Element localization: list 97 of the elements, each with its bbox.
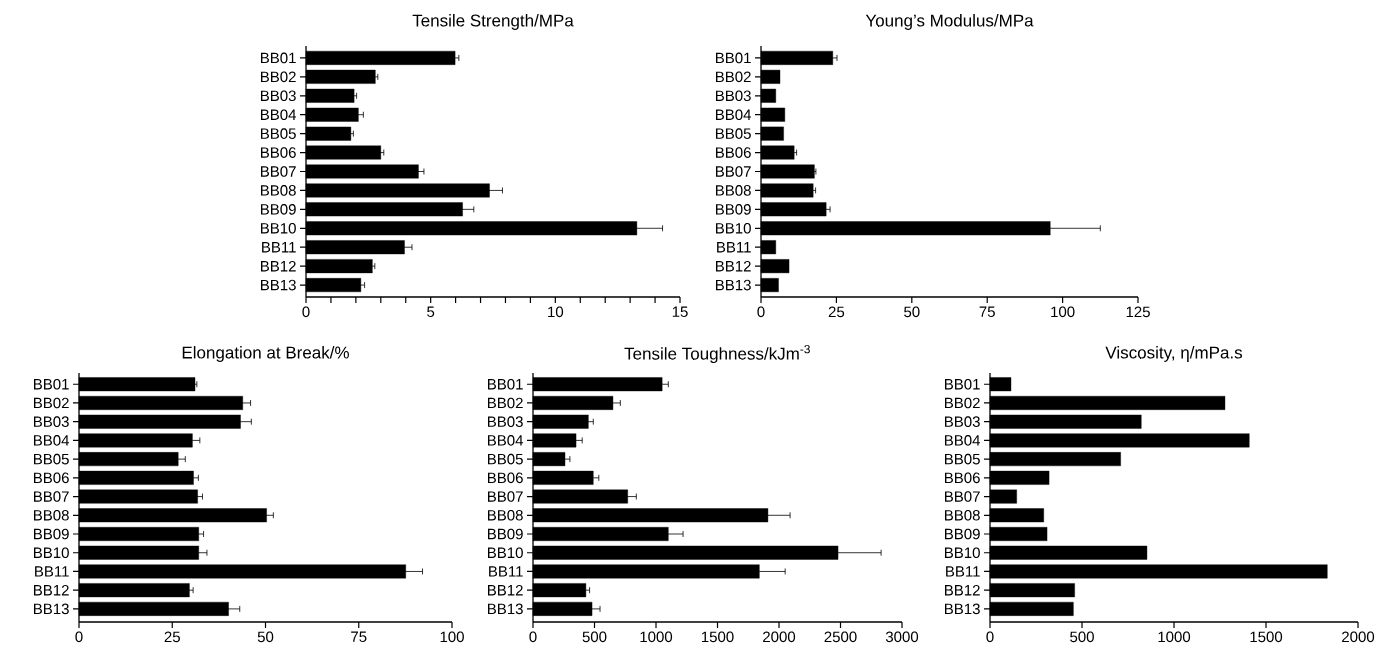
y-tick-label: BB12: [945, 584, 980, 596]
y-tick-label: BB06: [945, 472, 980, 484]
y-tick-label: BB08: [716, 185, 751, 196]
y-tick-label: BB09: [716, 204, 751, 215]
x-tick-label: 2500: [824, 631, 857, 643]
y-tick-label: BB04: [488, 435, 524, 446]
y-tick-label: BB11: [946, 566, 980, 577]
y-tick-label: BB06: [261, 147, 296, 158]
y-tick-label: BB01: [34, 378, 69, 390]
y-tick-label: BB07: [716, 166, 751, 177]
x-tick-label: 25: [164, 631, 180, 643]
x-tick-label: 75: [979, 306, 995, 317]
y-tick-label: BB04: [716, 109, 752, 121]
y-tick-label: BB10: [34, 547, 69, 559]
y-tick-label: BB13: [945, 603, 980, 615]
y-tick-label: BB07: [488, 491, 523, 502]
x-tick-label: 75: [351, 631, 367, 642]
y-tick-label: BB11: [35, 566, 69, 577]
x-tick-label: 0: [75, 631, 83, 643]
y-tick-label: BB06: [488, 472, 523, 484]
x-tick-label: 0: [757, 306, 765, 318]
y-tick-label: BB01: [261, 52, 296, 64]
y-tick-label: BB02: [488, 397, 523, 409]
y-tick-label: BB13: [34, 603, 69, 615]
y-tick-label: BB05: [945, 453, 980, 465]
y-tick-label: BB08: [945, 509, 980, 521]
y-tick-label: BB03: [34, 416, 69, 427]
x-tick-label: 50: [904, 306, 920, 318]
x-tick-label: 1500: [1250, 631, 1283, 643]
y-tick-label: BB04: [261, 109, 297, 121]
y-tick-label: BB07: [261, 166, 296, 177]
x-tick-label: 15: [672, 306, 688, 317]
x-tick-label: 0: [529, 631, 537, 643]
y-tick-label: BB03: [945, 416, 980, 427]
y-tick-label: BB10: [261, 222, 296, 234]
x-tick-label: 100: [440, 631, 464, 643]
y-tick-label: BB10: [945, 547, 980, 559]
y-tick-label: BB06: [716, 147, 751, 158]
x-tick-label: 2000: [1342, 631, 1375, 643]
y-tick-label: BB07: [945, 491, 980, 502]
y-tick-label: BB09: [945, 528, 980, 540]
y-tick-label: BB12: [34, 584, 69, 596]
y-tick-label: BB01: [716, 52, 751, 64]
x-tick-label: 0: [302, 306, 310, 318]
y-tick-label: BB13: [716, 279, 751, 291]
chart-title: Young’s Modulus/MPa: [865, 14, 1034, 30]
y-tick-label: BB03: [261, 90, 296, 102]
x-tick-label: 1000: [640, 631, 673, 643]
chart-title: Tensile Toughness/kJm$^{-3}$: [624, 344, 810, 364]
chart-title: Tensile Strength/MPa: [412, 14, 574, 30]
y-tick-label: BB13: [261, 279, 296, 291]
y-tick-label: BB08: [34, 509, 69, 521]
y-tick-label: BB10: [488, 547, 523, 559]
y-tick-label: BB11: [717, 242, 751, 253]
y-tick-label: BB08: [488, 509, 523, 521]
y-tick-label: BB11: [262, 242, 296, 253]
x-tick-label: 125: [1126, 306, 1150, 318]
x-tick-label: 5: [427, 306, 435, 317]
y-tick-label: BB05: [34, 453, 69, 465]
y-tick-label: BB02: [34, 397, 69, 409]
chart-title: Viscosity, η/mPa.s: [1105, 346, 1243, 362]
y-tick-label: BB08: [261, 185, 296, 196]
y-tick-label: BB12: [716, 260, 751, 272]
x-tick-label: 50: [257, 631, 274, 643]
y-tick-label: BB12: [488, 584, 523, 596]
x-tick-label: 2000: [763, 631, 796, 643]
y-tick-label: BB04: [945, 435, 981, 446]
y-tick-label: BB01: [945, 378, 980, 390]
y-tick-label: BB05: [716, 128, 751, 139]
x-tick-label: 500: [582, 631, 607, 643]
y-tick-label: BB09: [261, 204, 296, 215]
y-tick-label: BB09: [34, 528, 69, 540]
y-tick-label: BB04: [34, 435, 70, 446]
x-tick-label: 1000: [1158, 631, 1191, 643]
x-tick-label: 25: [828, 306, 845, 318]
y-tick-label: BB07: [34, 491, 69, 502]
y-tick-label: BB10: [716, 222, 751, 234]
y-tick-label: BB05: [488, 453, 523, 465]
chart-title: Elongation at Break/%: [182, 346, 349, 362]
x-tick-label: 100: [1051, 306, 1075, 318]
y-tick-label: BB03: [488, 416, 523, 427]
y-tick-label: BB13: [488, 603, 523, 615]
y-tick-label: BB02: [261, 71, 296, 83]
y-tick-label: BB02: [945, 397, 980, 409]
x-tick-label: 3000: [885, 631, 919, 643]
y-tick-label: BB01: [488, 378, 523, 390]
x-tick-label: 500: [1070, 631, 1094, 643]
y-tick-label: BB11: [489, 566, 523, 577]
y-tick-label: BB02: [716, 71, 751, 83]
x-tick-label: 10: [548, 306, 564, 318]
y-tick-label: BB09: [488, 528, 523, 540]
x-tick-label: 1500: [701, 631, 734, 643]
x-tick-label: 0: [986, 631, 994, 643]
y-tick-label: BB06: [34, 472, 69, 484]
y-tick-label: BB12: [261, 260, 296, 272]
y-tick-label: BB05: [261, 128, 296, 139]
y-tick-label: BB03: [716, 90, 751, 102]
